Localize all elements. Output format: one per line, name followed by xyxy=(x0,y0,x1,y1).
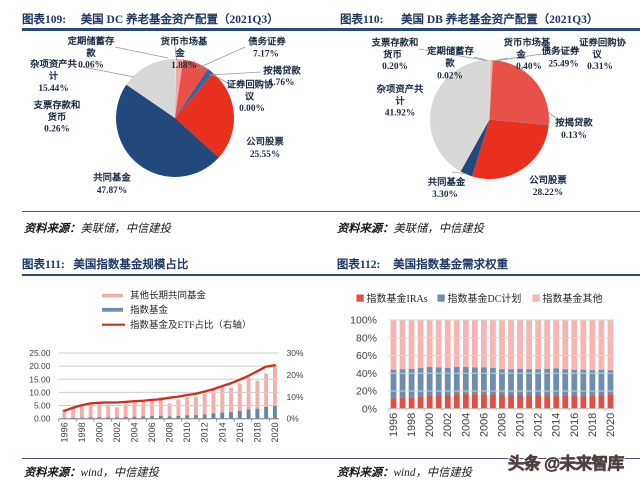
svg-text:40%: 40% xyxy=(356,368,377,380)
svg-text:债务证券: 债务证券 xyxy=(248,36,286,48)
svg-text:2004: 2004 xyxy=(130,422,140,442)
svg-text:2018: 2018 xyxy=(587,413,599,437)
svg-text:0%: 0% xyxy=(362,403,377,415)
svg-text:47.87%: 47.87% xyxy=(97,186,127,196)
svg-text:1.88%: 1.88% xyxy=(171,61,197,71)
svg-text:0.00%: 0.00% xyxy=(239,104,265,114)
svg-text:1998: 1998 xyxy=(406,413,418,437)
svg-text:2014: 2014 xyxy=(217,422,227,442)
svg-text:证券回购协: 证券回购协 xyxy=(579,37,626,49)
svg-text:债务证券: 债务证券 xyxy=(542,45,580,57)
svg-text:0.02%: 0.02% xyxy=(437,72,463,82)
svg-text:2020: 2020 xyxy=(605,413,617,437)
svg-text:30%: 30% xyxy=(287,348,304,358)
svg-text:杂项资产共: 杂项资产共 xyxy=(30,58,77,70)
svg-text:2010: 2010 xyxy=(515,413,527,437)
svg-text:计: 计 xyxy=(395,95,405,107)
svg-text:指数基金及ETF占比（右轴）: 指数基金及ETF占比（右轴） xyxy=(130,319,251,331)
svg-text:计: 计 xyxy=(49,70,59,82)
svg-text:2020: 2020 xyxy=(270,422,280,442)
svg-text:2016: 2016 xyxy=(235,422,245,442)
svg-text:货币: 货币 xyxy=(383,48,402,60)
svg-text:0.40%: 0.40% xyxy=(516,62,542,72)
svg-text:货币市场基: 货币市场基 xyxy=(504,37,551,49)
svg-text:2002: 2002 xyxy=(442,413,454,437)
svg-text:60%: 60% xyxy=(356,350,377,362)
svg-text:定期储蓄存: 定期储蓄存 xyxy=(426,45,474,57)
svg-text:100%: 100% xyxy=(350,315,377,327)
svg-text:按揭贷款: 按揭贷款 xyxy=(263,65,301,77)
svg-text:2000: 2000 xyxy=(424,413,436,437)
svg-text:2016: 2016 xyxy=(569,413,581,437)
svg-text:2002: 2002 xyxy=(112,422,122,442)
svg-text:指数基金IRAs: 指数基金IRAs xyxy=(367,292,428,305)
svg-text:2006: 2006 xyxy=(478,413,490,437)
svg-text:15.44%: 15.44% xyxy=(38,84,68,94)
svg-text:共同基金: 共同基金 xyxy=(93,172,131,184)
svg-text:款: 款 xyxy=(86,47,96,59)
svg-text:2006: 2006 xyxy=(147,422,157,442)
svg-text:0.31%: 0.31% xyxy=(587,62,613,72)
svg-text:金: 金 xyxy=(174,47,185,59)
svg-text:2014: 2014 xyxy=(551,413,563,437)
svg-text:25.00: 25.00 xyxy=(29,348,51,358)
svg-text:议: 议 xyxy=(245,91,255,103)
svg-text:指数基金DC计划: 指数基金DC计划 xyxy=(448,292,522,305)
svg-text:指数基金其他: 指数基金其他 xyxy=(543,292,603,305)
svg-text:货币市场基: 货币市场基 xyxy=(161,36,208,48)
svg-text:公司股票: 公司股票 xyxy=(529,174,567,186)
svg-text:公司股票: 公司股票 xyxy=(246,136,284,148)
svg-text:2010: 2010 xyxy=(182,422,192,442)
svg-text:28.22%: 28.22% xyxy=(533,188,563,198)
svg-text:2008: 2008 xyxy=(496,413,508,437)
svg-text:20%: 20% xyxy=(356,386,377,398)
svg-text:0.06%: 0.06% xyxy=(78,61,104,71)
svg-text:支票存款和: 支票存款和 xyxy=(371,37,419,49)
svg-text:25.49%: 25.49% xyxy=(548,60,578,70)
svg-text:20%: 20% xyxy=(287,370,304,380)
svg-text:指数基金: 指数基金 xyxy=(130,304,169,316)
svg-text:杂项资产共: 杂项资产共 xyxy=(377,83,424,95)
svg-text:20.00: 20.00 xyxy=(29,361,51,371)
svg-text:80%: 80% xyxy=(356,332,377,344)
svg-text:1.76%: 1.76% xyxy=(269,78,295,88)
svg-text:1996: 1996 xyxy=(59,422,69,442)
svg-text:0.26%: 0.26% xyxy=(44,125,70,135)
svg-text:1996: 1996 xyxy=(388,413,400,437)
svg-text:支票存款和: 支票存款和 xyxy=(33,99,81,111)
svg-text:2004: 2004 xyxy=(460,413,472,437)
svg-text:2012: 2012 xyxy=(200,422,210,442)
svg-text:25.55%: 25.55% xyxy=(250,150,280,160)
svg-text:2018: 2018 xyxy=(252,422,262,442)
svg-text:10.00: 10.00 xyxy=(29,387,51,397)
svg-text:款: 款 xyxy=(445,57,455,69)
svg-text:货币: 货币 xyxy=(48,111,67,123)
svg-text:10%: 10% xyxy=(287,392,304,402)
svg-text:2012: 2012 xyxy=(533,413,545,437)
svg-text:0.20%: 0.20% xyxy=(382,62,408,72)
svg-text:0%: 0% xyxy=(287,414,300,424)
svg-text:15.00: 15.00 xyxy=(29,374,51,384)
svg-text:0.00: 0.00 xyxy=(34,414,51,424)
svg-text:2000: 2000 xyxy=(94,422,104,442)
svg-text:定期储蓄存: 定期储蓄存 xyxy=(67,35,115,47)
svg-text:共同基金: 共同基金 xyxy=(428,176,466,188)
svg-text:按揭贷款: 按揭贷款 xyxy=(555,117,593,129)
svg-text:5.00: 5.00 xyxy=(34,401,51,411)
svg-text:金: 金 xyxy=(515,48,526,60)
svg-text:证券回购协: 证券回购协 xyxy=(227,79,274,91)
svg-text:0.13%: 0.13% xyxy=(561,131,587,141)
svg-text:3.30%: 3.30% xyxy=(432,190,458,200)
svg-text:其他长期共同基金: 其他长期共同基金 xyxy=(130,290,207,302)
svg-text:7.17%: 7.17% xyxy=(253,50,279,60)
svg-text:2008: 2008 xyxy=(165,422,175,442)
svg-text:议: 议 xyxy=(592,48,602,60)
svg-text:1998: 1998 xyxy=(77,422,87,442)
svg-text:41.92%: 41.92% xyxy=(385,109,415,119)
